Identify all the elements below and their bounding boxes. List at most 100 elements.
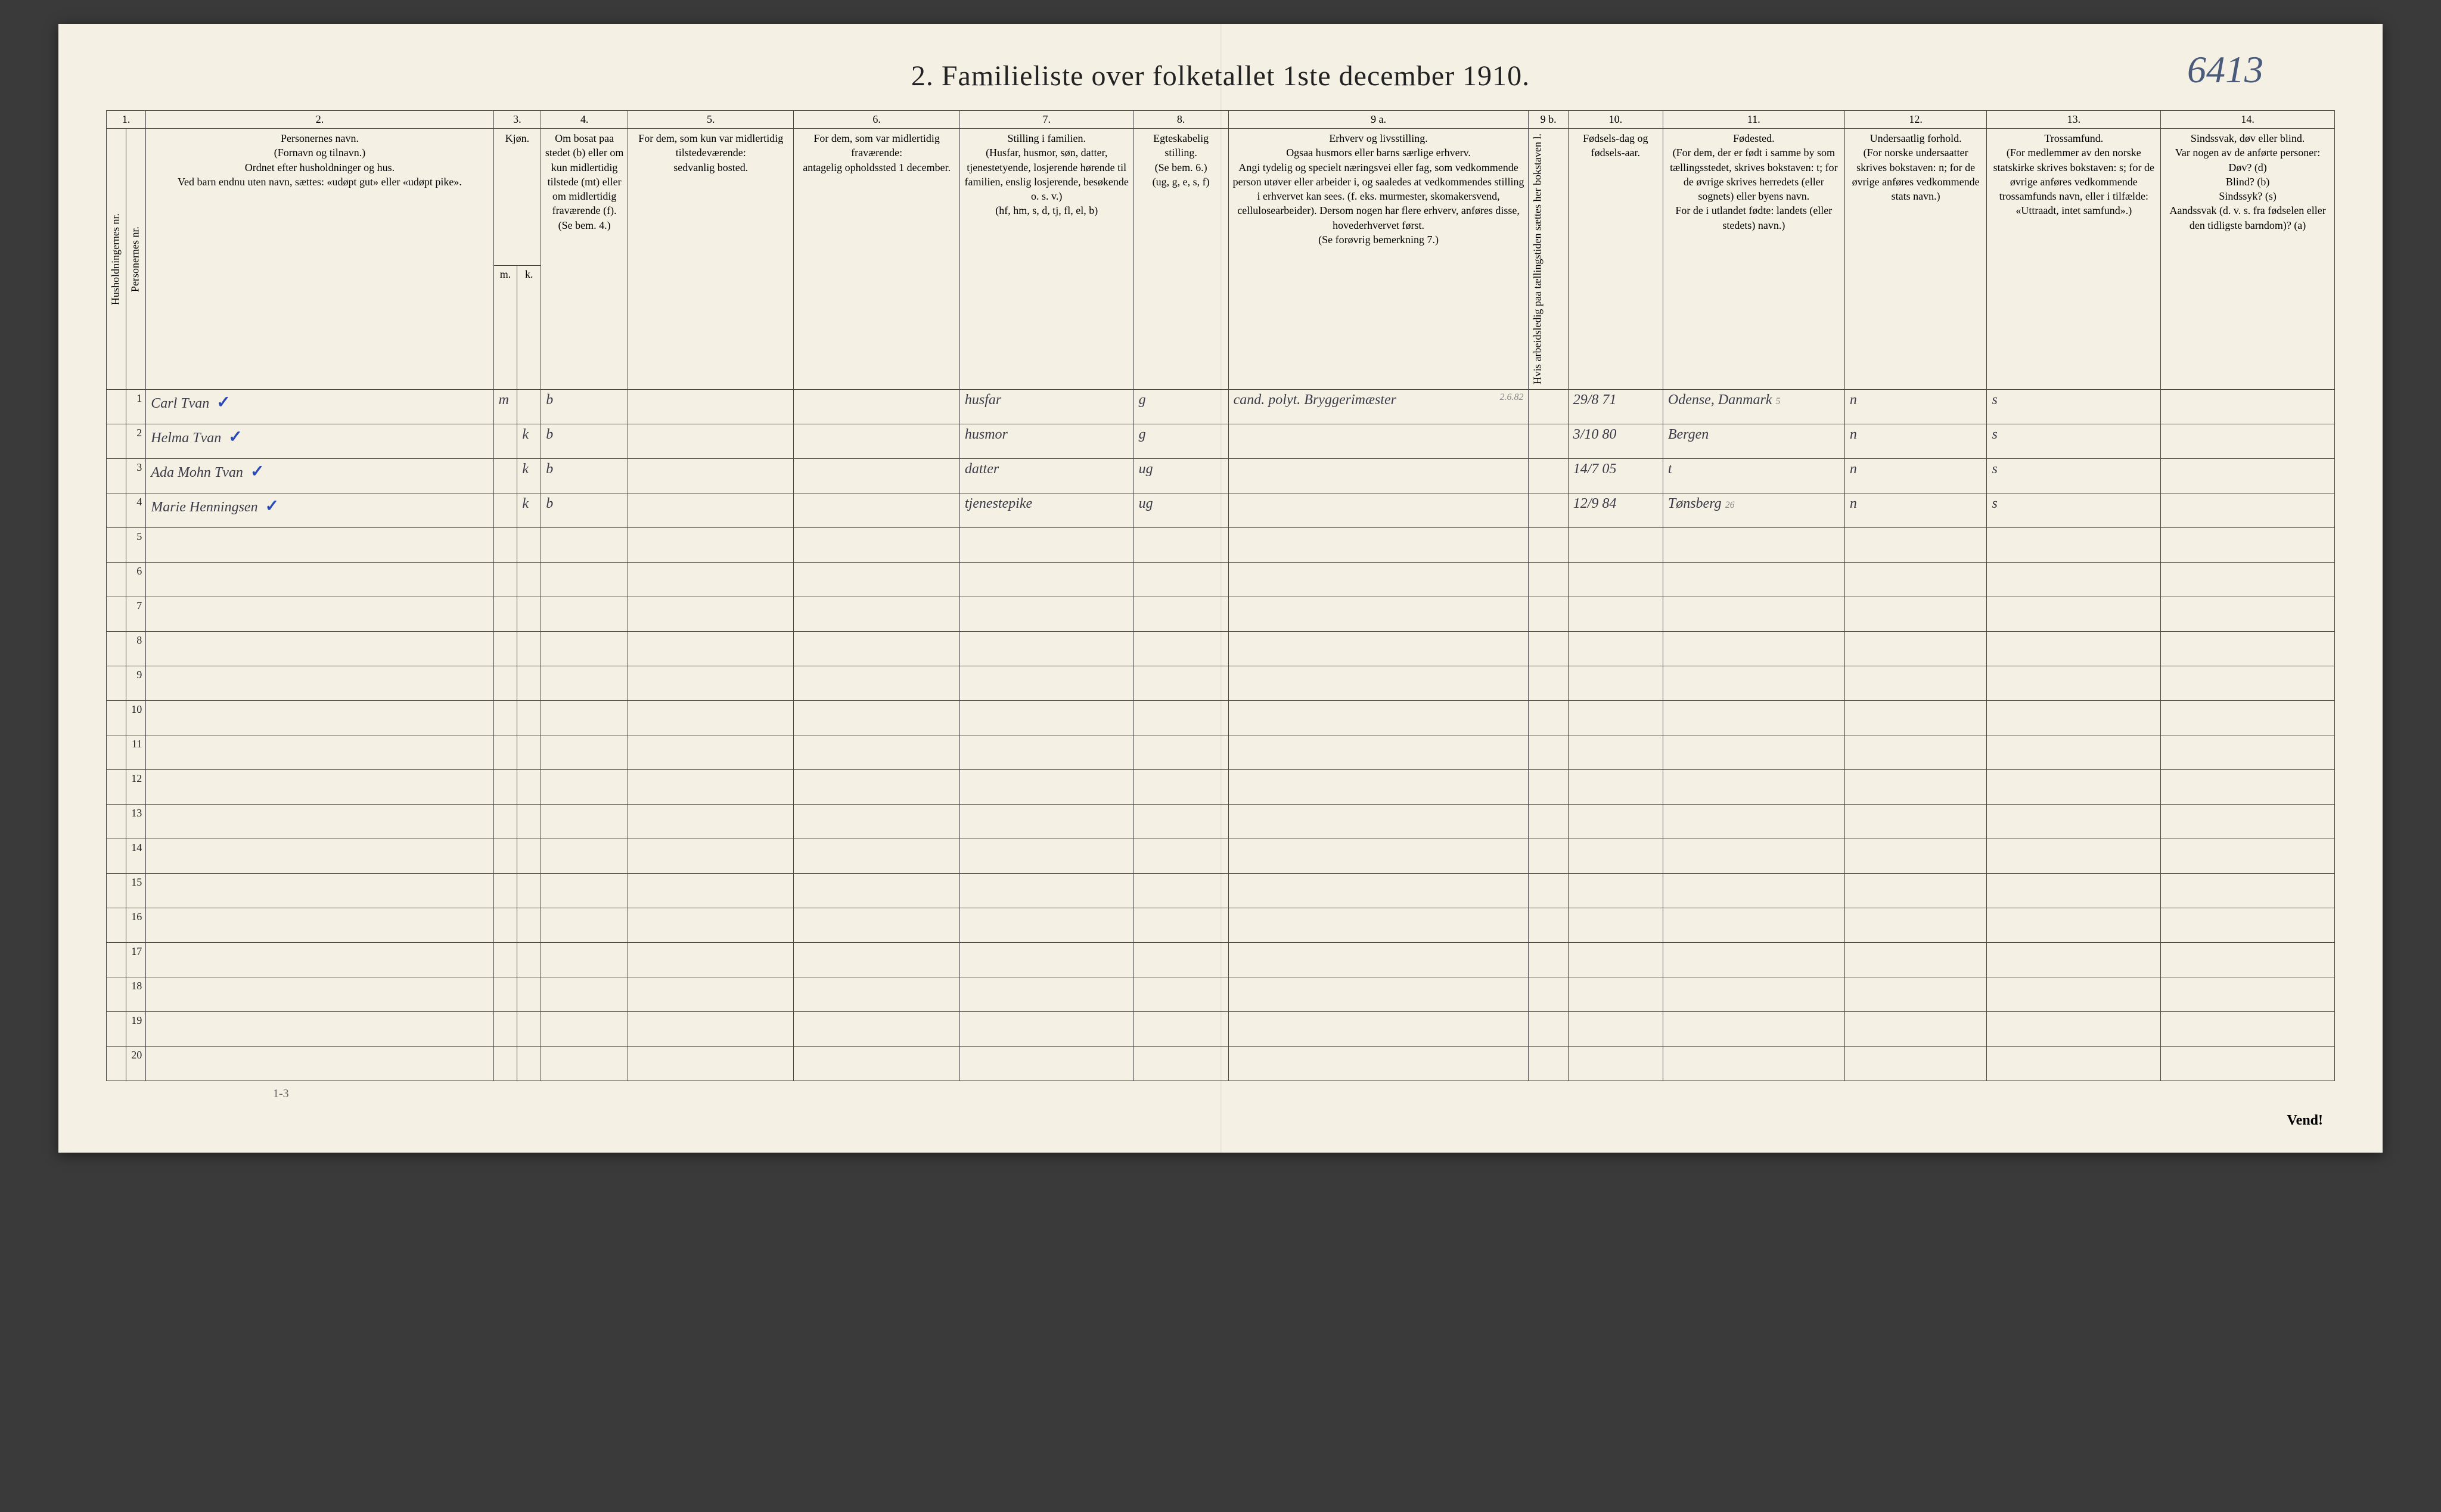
- table-row: 13: [107, 804, 2335, 839]
- empty-cell: [794, 769, 959, 804]
- residence-status: b: [541, 458, 628, 493]
- empty-cell: [1228, 527, 1529, 562]
- col-number: 9 a.: [1228, 111, 1529, 129]
- empty-cell: [1529, 700, 1568, 735]
- disability: [2161, 458, 2335, 493]
- empty-cell: [517, 631, 541, 666]
- empty-cell: [794, 735, 959, 769]
- empty-cell: [1844, 1046, 1987, 1081]
- person-name: Carl Tvan ✓: [146, 389, 493, 424]
- empty-cell: [1228, 700, 1529, 735]
- empty-cell: [1228, 908, 1529, 942]
- empty-cell: [1568, 977, 1663, 1011]
- empty-cell: [517, 527, 541, 562]
- birthplace: Bergen: [1663, 424, 1844, 458]
- person-nr: 18: [126, 977, 146, 1011]
- empty-cell: [628, 769, 794, 804]
- empty-cell: [541, 977, 628, 1011]
- footer-pencil-note: 1-3: [106, 1087, 2335, 1101]
- col-number: 6.: [794, 111, 959, 129]
- empty-cell: [493, 1046, 517, 1081]
- col-number: 12.: [1844, 111, 1987, 129]
- empty-cell: [146, 735, 493, 769]
- empty-cell: [628, 873, 794, 908]
- person-nr: 9: [126, 666, 146, 700]
- empty-cell: [517, 1046, 541, 1081]
- empty-cell: [541, 666, 628, 700]
- col-header: Trossamfund.(For medlemmer av den norske…: [1987, 129, 2161, 390]
- empty-cell: [1133, 700, 1228, 735]
- empty-cell: [517, 666, 541, 700]
- empty-cell: [1133, 527, 1228, 562]
- empty-cell: [1228, 735, 1529, 769]
- birthplace: t: [1663, 458, 1844, 493]
- marital-status: g: [1133, 389, 1228, 424]
- empty-cell: [794, 597, 959, 631]
- person-name: Marie Henningsen ✓: [146, 493, 493, 527]
- empty-cell: [541, 804, 628, 839]
- col-number: 1.: [107, 111, 146, 129]
- household-nr: [107, 769, 126, 804]
- empty-cell: [1529, 735, 1568, 769]
- religion: s: [1987, 493, 2161, 527]
- table-body: 1Carl Tvan ✓mbhusfarg2.6.82cand. polyt. …: [107, 389, 2335, 1081]
- empty-cell: [959, 562, 1133, 597]
- empty-cell: [794, 1046, 959, 1081]
- empty-cell: [1529, 527, 1568, 562]
- empty-cell: [1529, 631, 1568, 666]
- empty-cell: [1133, 631, 1228, 666]
- religion: s: [1987, 389, 2161, 424]
- empty-cell: [1844, 631, 1987, 666]
- empty-cell: [1568, 942, 1663, 977]
- household-nr: [107, 804, 126, 839]
- handwritten-corner-number: 6413: [2187, 48, 2263, 92]
- col-number: 4.: [541, 111, 628, 129]
- empty-cell: [959, 1046, 1133, 1081]
- empty-cell: [2161, 942, 2335, 977]
- empty-cell: [1844, 769, 1987, 804]
- empty-cell: [1663, 1046, 1844, 1081]
- person-nr: 13: [126, 804, 146, 839]
- residence-status: b: [541, 389, 628, 424]
- empty-cell: [1663, 597, 1844, 631]
- col-number: 11.: [1663, 111, 1844, 129]
- household-nr: [107, 527, 126, 562]
- empty-cell: [517, 873, 541, 908]
- table-row: 16: [107, 908, 2335, 942]
- empty-cell: [1987, 839, 2161, 873]
- empty-cell: [541, 769, 628, 804]
- empty-cell: [1568, 735, 1663, 769]
- empty-cell: [1529, 769, 1568, 804]
- empty-cell: [146, 942, 493, 977]
- empty-cell: [1133, 873, 1228, 908]
- empty-cell: [628, 977, 794, 1011]
- empty-cell: [493, 527, 517, 562]
- col-number: 9 b.: [1529, 111, 1568, 129]
- empty-cell: [493, 597, 517, 631]
- occupation: [1228, 424, 1529, 458]
- household-nr: [107, 458, 126, 493]
- table-row: 14: [107, 839, 2335, 873]
- religion: s: [1987, 424, 2161, 458]
- empty-cell: [959, 1011, 1133, 1046]
- household-nr: [107, 562, 126, 597]
- empty-cell: [2161, 977, 2335, 1011]
- household-nr: [107, 908, 126, 942]
- person-nr: 8: [126, 631, 146, 666]
- family-position: datter: [959, 458, 1133, 493]
- usual-residence: [628, 389, 794, 424]
- empty-cell: [541, 735, 628, 769]
- census-table: 1.2.3.4.5.6.7.8.9 a.9 b.10.11.12.13.14. …: [106, 110, 2335, 1081]
- empty-cell: [1663, 942, 1844, 977]
- empty-cell: [1663, 666, 1844, 700]
- empty-cell: [1987, 942, 2161, 977]
- person-nr: 10: [126, 700, 146, 735]
- empty-cell: [493, 977, 517, 1011]
- person-nr: 19: [126, 1011, 146, 1046]
- person-nr: 20: [126, 1046, 146, 1081]
- table-row: 9: [107, 666, 2335, 700]
- empty-cell: [1529, 597, 1568, 631]
- household-nr: [107, 389, 126, 424]
- empty-cell: [1568, 597, 1663, 631]
- birthplace: Tønsberg 26: [1663, 493, 1844, 527]
